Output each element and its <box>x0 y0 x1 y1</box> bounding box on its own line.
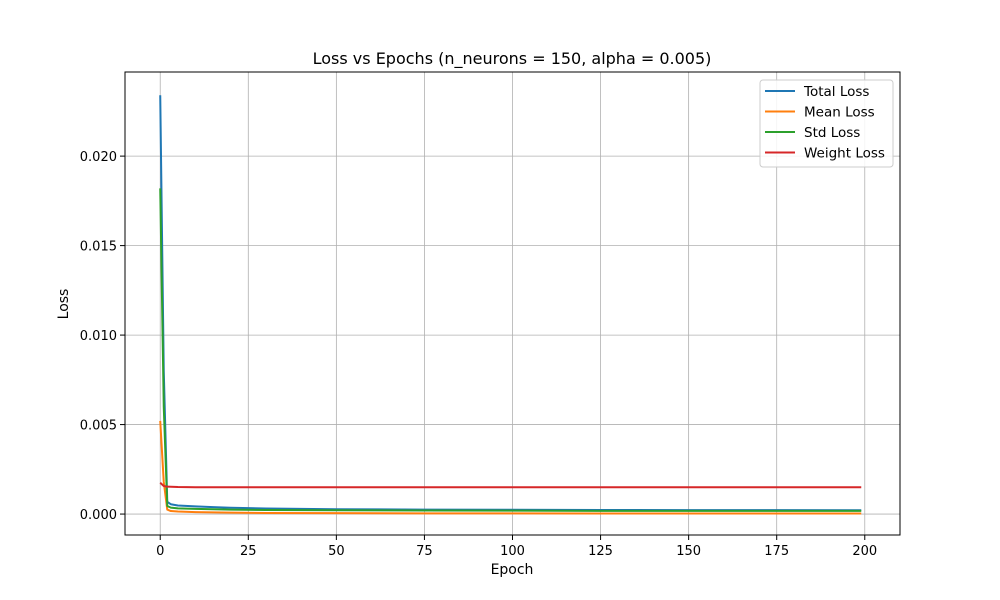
legend-box <box>759 79 894 168</box>
x-tick-label: 75 <box>416 544 433 559</box>
x-axis-label: Epoch <box>491 562 534 578</box>
legend-label-weight-loss: Weight Loss <box>804 146 885 162</box>
x-tick-label: 150 <box>676 544 701 559</box>
plot-lines <box>159 95 862 515</box>
legend-label-std-loss: Std Loss <box>804 125 860 141</box>
x-tick-label: 175 <box>764 544 789 559</box>
y-tick-label: 0.010 <box>80 329 117 344</box>
x-tick-label: 125 <box>588 544 613 559</box>
x-tick-label: 100 <box>500 544 525 559</box>
series-line-std-loss <box>159 188 862 512</box>
y-tick-label: 0.000 <box>80 508 117 523</box>
x-tick-label: 0 <box>156 544 164 559</box>
x-tick-label: 25 <box>240 544 257 559</box>
axis-ticks: 0 25 50 75 100 125 150 175 200 0.000 0.005 0.010 0.0… <box>80 150 877 559</box>
y-tick-label: 0.005 <box>80 419 117 434</box>
legend: Total Loss Mean Loss Std Loss Weight Loss <box>759 79 894 168</box>
legend-label-mean-loss: Mean Loss <box>804 105 875 121</box>
series-line-mean-loss <box>159 420 862 515</box>
y-axis-label: Loss <box>56 289 72 320</box>
x-tick-label: 50 <box>328 544 345 559</box>
x-tick-label: 200 <box>852 544 877 559</box>
legend-label-total-loss: Total Loss <box>803 84 869 100</box>
series-line-weight-loss <box>159 482 862 489</box>
y-tick-label: 0.020 <box>80 150 117 165</box>
chart-title: Loss vs Epochs (n_neurons = 150, alpha =… <box>313 49 712 69</box>
y-tick-label: 0.015 <box>80 240 117 255</box>
